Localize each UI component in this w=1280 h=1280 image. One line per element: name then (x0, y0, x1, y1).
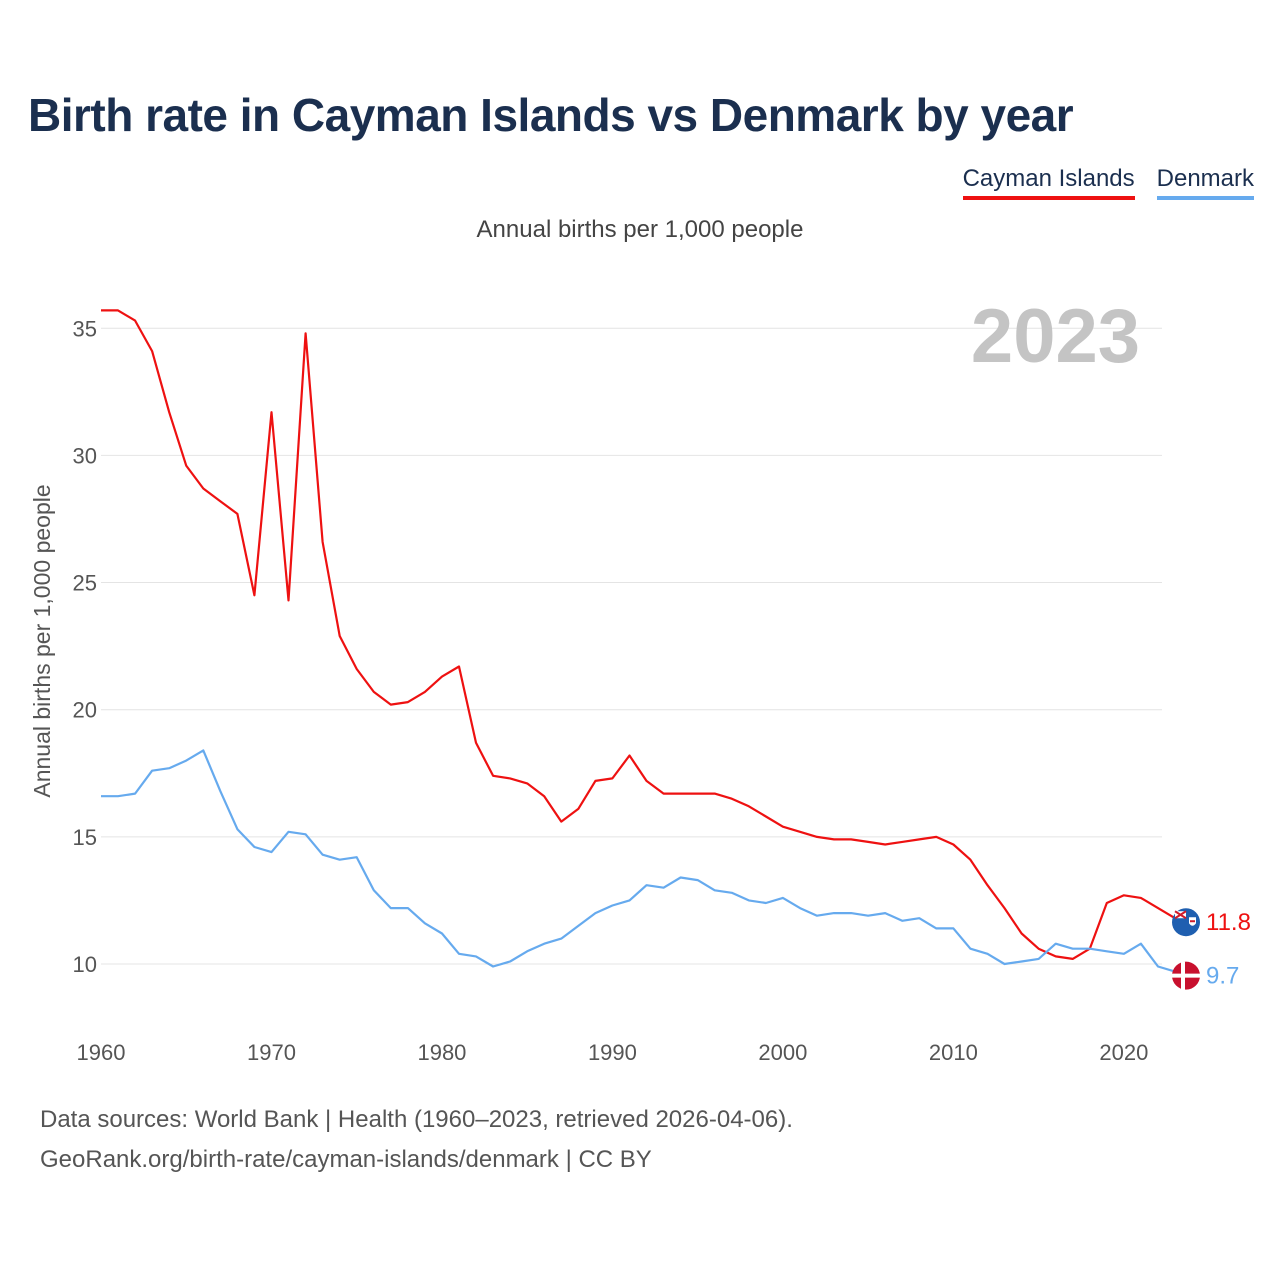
y-axis-label: Annual births per 1,000 people (29, 484, 55, 797)
cayman-islands-flag-icon (1172, 908, 1200, 937)
y-tick-label: 20 (73, 698, 97, 723)
series-line-cayman-islands (101, 309, 1176, 960)
legend-item-denmark[interactable]: Denmark (1156, 164, 1254, 200)
x-tick-label: 1960 (77, 1040, 126, 1065)
y-axis-ticks: 10 15 20 25 30 35 (73, 316, 97, 977)
footer-source: Data sources: World Bank | Health (1960–… (40, 1106, 793, 1133)
x-tick-label: 1980 (417, 1040, 466, 1065)
y-tick-label: 15 (73, 825, 97, 850)
x-tick-label: 2000 (758, 1040, 807, 1065)
y-tick-label: 35 (73, 316, 97, 341)
series-line-denmark (101, 749, 1176, 973)
x-tick-label: 1990 (588, 1040, 637, 1065)
footer-url: GeoRank.org/birth-rate/cayman-islands/de… (40, 1146, 652, 1173)
x-tick-label: 2010 (929, 1040, 978, 1065)
legend-item-cayman-islands[interactable]: Cayman Islands (962, 164, 1135, 200)
x-axis-ticks: 1960 1970 1980 1990 2000 2010 2020 (77, 1040, 1149, 1065)
series-lines (101, 309, 1176, 973)
end-value-label-cayman-islands: 11.8 (1206, 909, 1251, 936)
chart-subtitle: Annual births per 1,000 people (476, 216, 804, 243)
x-tick-label: 1970 (247, 1040, 296, 1065)
chart-title: Birth rate in Cayman Islands vs Denmark … (28, 89, 1074, 141)
series-end-markers: 11.8 9.7 (1172, 908, 1251, 990)
end-value-label-denmark: 9.7 (1206, 963, 1239, 990)
legend: Cayman Islands Denmark (962, 164, 1254, 200)
x-tick-label: 2020 (1099, 1040, 1148, 1065)
y-tick-label: 25 (73, 571, 97, 596)
grid-lines (101, 327, 1162, 965)
denmark-flag-icon (1172, 961, 1200, 990)
year-watermark: 2023 (971, 294, 1140, 379)
y-tick-label: 10 (73, 952, 97, 977)
y-tick-label: 30 (73, 443, 97, 468)
